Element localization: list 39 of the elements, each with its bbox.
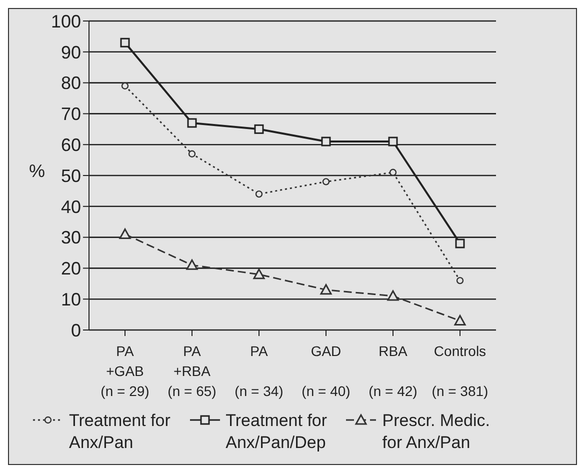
legend-label: Treatment for Anx/Pan/Dep [226,410,328,454]
y-tick-label: 30 [60,228,81,248]
category-label: Controls (n = 381) [432,343,488,399]
point [186,259,198,270]
point [455,238,465,248]
point [188,150,196,158]
y-axis-title: % [29,160,46,181]
y-tick-label: 20 [60,258,81,279]
point [322,178,330,186]
legend-label: Treatment for Anx/Pan [69,410,170,454]
point [454,314,466,326]
y-tick-label: 100 [50,11,81,32]
x-tick-label: PA +GAB (n = 29) [100,343,150,399]
point [120,38,130,48]
y-tick-label: 90 [60,42,81,62]
point [321,136,331,146]
y-tick-label: 70 [60,104,81,124]
point [255,190,263,198]
category-label: PA (n = 34) [234,343,284,399]
y-tick-label: 40 [60,196,81,217]
category-label: RBA (n = 42) [368,343,418,399]
point [119,228,131,239]
legend-label: Prescr. Medic. for Anx/Pan [382,410,490,454]
y-tick-label: 0 [70,320,81,340]
point [388,136,398,146]
y-tick-label: 10 [60,289,81,310]
x-tick-label: PA +RBA (n = 65) [168,343,216,399]
point [121,82,129,90]
y-tick-label: 50 [60,166,81,186]
point [387,290,399,301]
point [187,118,197,128]
y-tick-label: 60 [60,134,81,155]
category-label: GAD (n = 40) [302,343,350,399]
point [253,268,265,280]
point [456,276,464,284]
y-tick-label: 80 [60,73,81,94]
point [254,124,264,134]
point [389,168,397,176]
point [320,284,332,295]
